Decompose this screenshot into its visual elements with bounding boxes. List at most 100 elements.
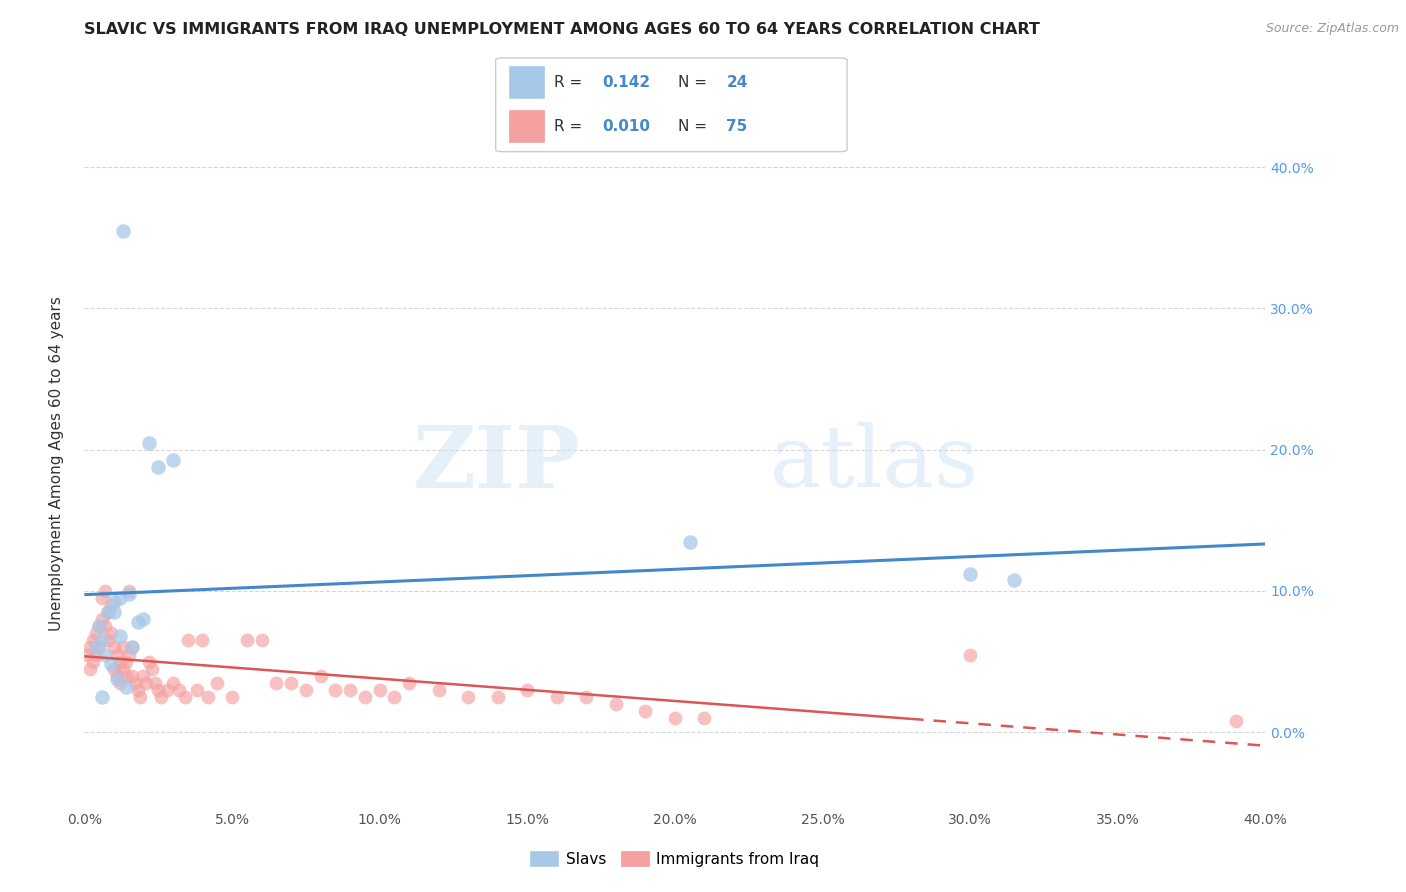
Point (118, 584, 141, 599)
Point (959, 567, 981, 582)
Point (339, 682, 361, 697)
Point (368, 682, 391, 697)
Text: R =: R = (554, 75, 588, 90)
Point (250, 633, 273, 648)
Point (693, 711, 716, 725)
Point (398, 675, 420, 690)
Point (100, 626, 122, 640)
Point (82, 655, 104, 669)
FancyBboxPatch shape (509, 111, 544, 142)
Point (76, 648, 98, 662)
Point (108, 675, 131, 690)
Point (177, 633, 200, 648)
Point (94, 648, 117, 662)
Point (105, 648, 128, 662)
Point (221, 690, 243, 704)
Point (156, 682, 179, 697)
Point (150, 690, 173, 704)
Point (575, 690, 598, 704)
Point (121, 640, 143, 655)
Point (111, 662, 134, 676)
Point (105, 669, 128, 683)
Point (97, 605, 120, 619)
Text: 75: 75 (727, 119, 748, 134)
Point (295, 682, 318, 697)
Point (546, 690, 568, 704)
Point (84, 648, 107, 662)
Legend: Slavs, Immigrants from Iraq: Slavs, Immigrants from Iraq (524, 846, 825, 873)
Point (97, 605, 120, 619)
Point (132, 669, 155, 683)
Point (124, 675, 146, 690)
Point (91, 612, 114, 626)
Point (129, 690, 152, 704)
Point (959, 648, 981, 662)
Point (91, 591, 114, 605)
Point (264, 675, 288, 690)
Point (111, 224, 134, 238)
Point (100, 657, 122, 672)
Point (103, 662, 125, 676)
Point (354, 690, 377, 704)
Point (382, 690, 406, 704)
Point (1225, 714, 1247, 728)
Point (323, 682, 347, 697)
Point (79, 640, 101, 655)
Point (111, 640, 134, 655)
Point (236, 633, 259, 648)
Point (138, 655, 160, 669)
Point (82, 633, 104, 648)
Point (84, 640, 107, 655)
Point (94, 619, 117, 633)
Point (138, 435, 160, 450)
Point (148, 682, 170, 697)
Point (108, 629, 131, 643)
Point (1004, 573, 1026, 587)
Y-axis label: Unemployment Among Ages 60 to 64 years: Unemployment Among Ages 60 to 64 years (49, 296, 63, 632)
Point (191, 633, 214, 648)
Point (108, 591, 131, 605)
Point (605, 697, 627, 711)
Text: 0.142: 0.142 (603, 75, 651, 90)
Text: 24: 24 (727, 75, 748, 90)
Point (108, 655, 131, 669)
Point (162, 675, 184, 690)
Point (516, 682, 538, 697)
Text: N =: N = (678, 75, 711, 90)
Point (678, 534, 700, 549)
Point (173, 690, 195, 704)
Point (197, 690, 219, 704)
Point (162, 452, 184, 467)
Point (135, 675, 157, 690)
Point (84, 626, 107, 640)
Point (97, 633, 120, 648)
Point (94, 584, 117, 599)
Point (427, 682, 450, 697)
Point (486, 690, 509, 704)
FancyBboxPatch shape (496, 58, 846, 152)
Text: 0.010: 0.010 (603, 119, 651, 134)
Point (114, 669, 136, 683)
Point (634, 704, 657, 718)
Point (167, 682, 190, 697)
Point (103, 640, 125, 655)
Text: N =: N = (678, 119, 711, 134)
Point (127, 615, 149, 629)
Point (457, 690, 479, 704)
Point (103, 605, 125, 619)
Text: atlas: atlas (769, 422, 979, 506)
Text: ZIP: ZIP (412, 422, 581, 506)
Point (118, 587, 141, 601)
Point (132, 612, 155, 626)
Point (141, 662, 163, 676)
Point (79, 662, 101, 676)
Point (280, 675, 302, 690)
Point (91, 633, 114, 648)
Point (118, 648, 141, 662)
Point (127, 682, 149, 697)
Point (664, 711, 686, 725)
Point (100, 598, 122, 612)
Point (105, 672, 128, 686)
Point (114, 680, 136, 694)
Text: Source: ZipAtlas.com: Source: ZipAtlas.com (1265, 22, 1399, 36)
